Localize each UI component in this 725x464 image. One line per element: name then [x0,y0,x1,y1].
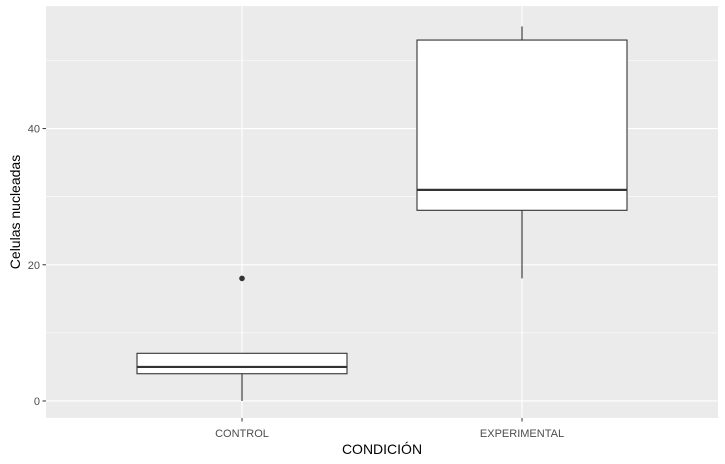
y-axis-title: Celulas nucleadas [7,155,23,269]
box-control [136,275,348,401]
box-iqr [416,39,628,211]
x-axis-ticks: CONTROL EXPERIMENTAL [215,418,564,440]
box-series [136,26,628,401]
x-tick-label: CONTROL [215,428,269,440]
x-tick-label: EXPERIMENTAL [480,428,564,440]
x-axis-title: CONDICIÓN [342,441,422,457]
outlier-point [239,275,245,282]
box-experimental [416,26,628,279]
y-tick-label: 20 [28,260,40,272]
y-axis-ticks: 0 20 40 [28,124,46,408]
y-tick-label: 40 [28,124,40,136]
y-tick-label: 0 [34,396,40,408]
box-iqr [136,352,348,375]
